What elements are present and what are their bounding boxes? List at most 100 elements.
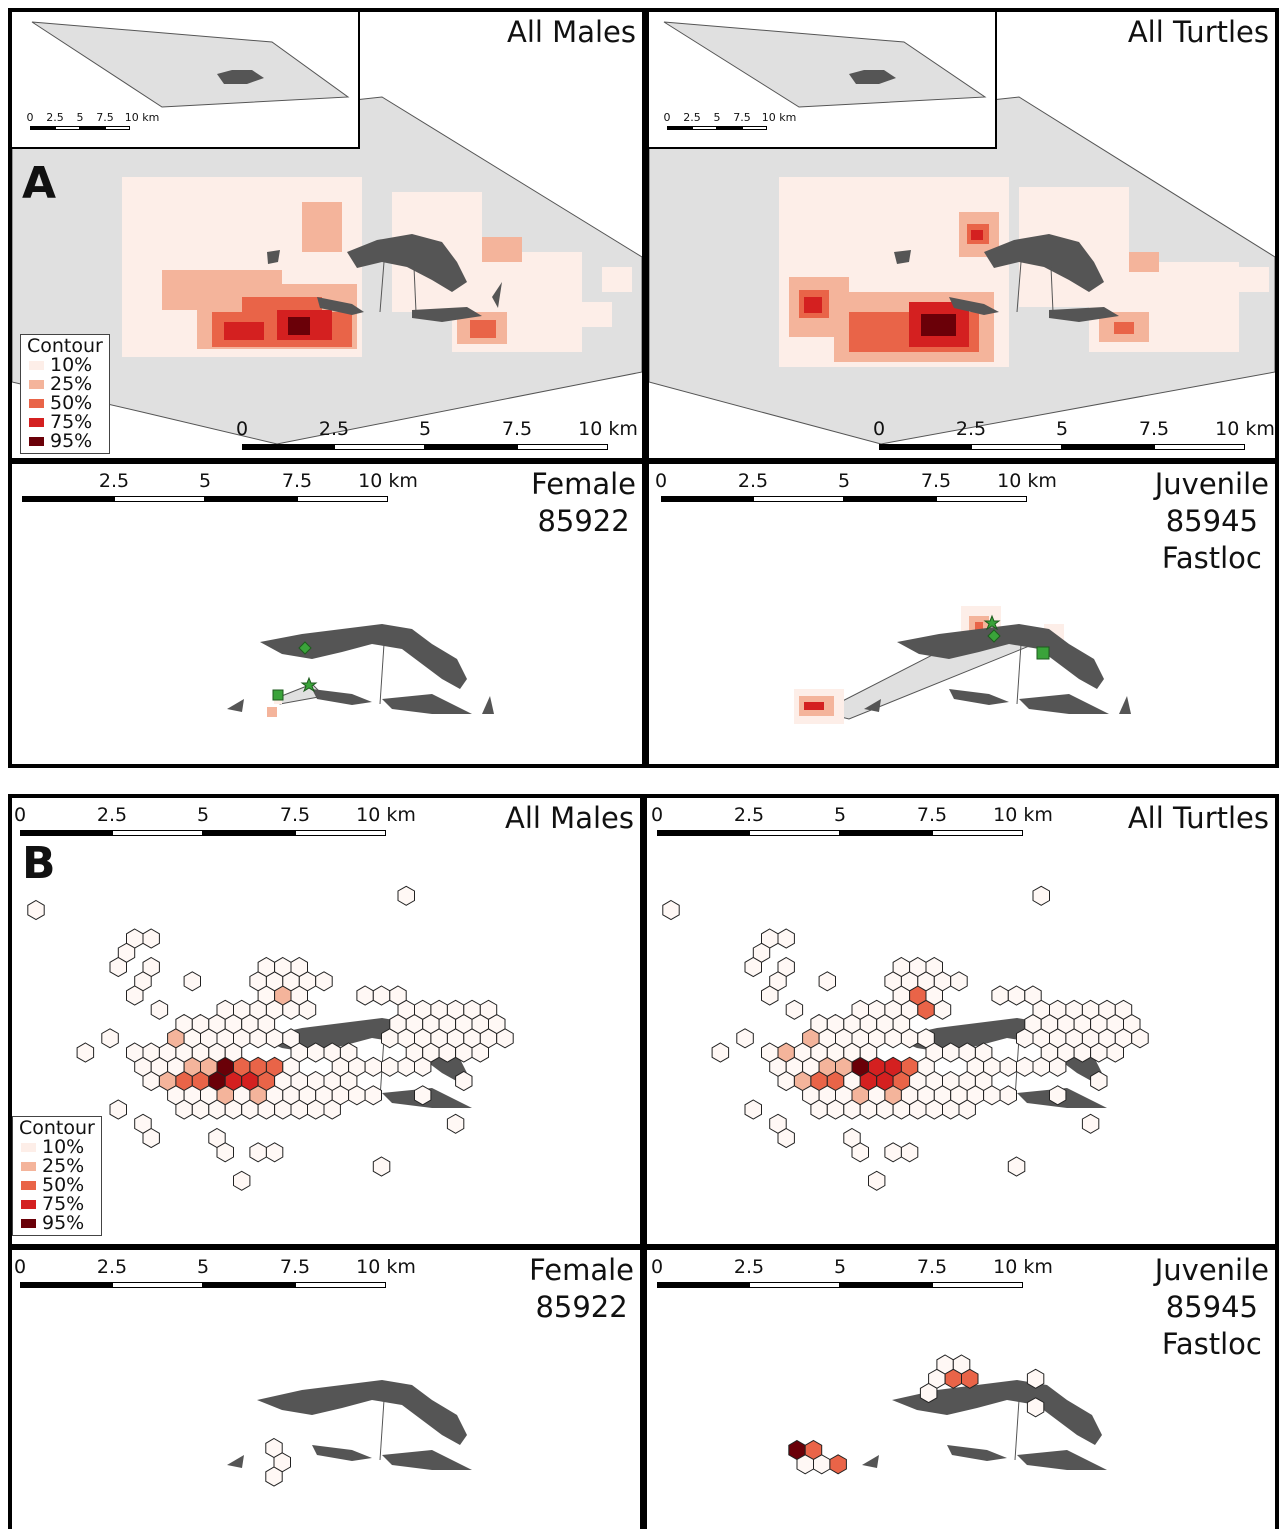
legend-label: 50% (50, 392, 93, 414)
hex-cell (917, 1028, 935, 1049)
diamond-marker (987, 629, 1001, 643)
hex-cell (958, 1042, 976, 1063)
hex-cell (307, 1042, 325, 1063)
hex-cell (76, 1042, 95, 1063)
hex-cell (892, 1099, 911, 1120)
legend-swatch (21, 1200, 36, 1209)
hex-cell (1049, 1085, 1067, 1106)
locator-inset: 0 2.5 5 7.5 10 km (649, 12, 997, 149)
inset-scale-label: 2.5 (683, 111, 701, 124)
scale-label: 2.5 (737, 470, 769, 492)
hex-cell (249, 1142, 267, 1163)
scale-label: 7.5 (1138, 418, 1170, 440)
scale-label: 5 (837, 470, 851, 492)
scale-label: 10 km (356, 804, 416, 826)
map-panel-a-all-males: 0 2.5 5 7.5 10 km All Males A Contour 10… (12, 12, 642, 458)
scale-label: 0 (13, 1256, 27, 1278)
scale-bar: 2.5 5 7.5 10 km (22, 468, 418, 508)
hex-cell (372, 985, 391, 1006)
hex-cell (826, 1013, 845, 1035)
scale-label: 10 km (1215, 418, 1275, 440)
hex-cell (126, 985, 144, 1006)
hexbin-layer (662, 885, 1149, 1191)
hex-cell (274, 956, 292, 978)
panel-title: All Turtles (1127, 801, 1269, 835)
panel-block-a: 0 2.5 5 7.5 10 km All Males A Contour 10… (8, 8, 1279, 768)
legend-label: 95% (50, 430, 93, 452)
hex-cell (999, 1085, 1017, 1106)
hex-cell (265, 1056, 284, 1077)
hex-cell (27, 899, 45, 921)
hex-cell (265, 1466, 283, 1487)
legend-label: 75% (50, 411, 93, 433)
map-panel-b-female: 0 2.5 5 7.5 10 km Female 85922 (12, 1250, 640, 1533)
legend-swatch (29, 418, 44, 427)
hex-cell (216, 1142, 234, 1163)
legend-swatch (29, 380, 44, 389)
hex-cell (884, 1056, 902, 1077)
scale-label: 10 km (997, 470, 1057, 492)
hex-cell (389, 985, 407, 1006)
hex-cell (257, 956, 276, 978)
hex-cell (323, 1099, 341, 1120)
scale-label: 0 (872, 418, 886, 440)
panel-title: Juvenile 85945 Fastloc (1154, 1253, 1269, 1361)
hex-cell (958, 1099, 976, 1120)
scale-label: 2.5 (318, 418, 350, 440)
hex-cell (348, 1085, 366, 1106)
hex-map-b-all-turtles (662, 885, 1149, 1191)
panel-block-b: 0 2.5 5 7.5 10 km All Males B Contour 10… (8, 794, 1279, 1533)
hex-cell (1016, 1056, 1034, 1077)
hex-cell (942, 1099, 960, 1120)
hex-cell (323, 1042, 341, 1063)
hex-cell (356, 985, 374, 1006)
scale-label: 5 (833, 804, 847, 826)
inset-scale-label: 5 (713, 111, 721, 124)
inset-scale-label: 10 km (761, 111, 797, 124)
hex-cell (290, 956, 308, 978)
hex-cell (1026, 1368, 1045, 1389)
hex-map-b-juvenile (788, 1354, 1107, 1475)
scale-label: 10 km (358, 470, 418, 492)
hexbin-layer (27, 885, 514, 1191)
legend-label: 50% (42, 1174, 85, 1196)
legend-label: 10% (50, 354, 93, 376)
hex-cell (233, 1170, 251, 1191)
hex-cell (463, 999, 481, 1020)
inset-scale-label: 5 (76, 111, 84, 124)
hex-cell (1007, 985, 1026, 1006)
hex-cell (257, 1099, 276, 1120)
panel-title: All Turtles (1127, 15, 1269, 49)
inset-scale-label: 10 km (124, 111, 160, 124)
hex-cell (282, 1028, 300, 1049)
hex-cell (1090, 1070, 1108, 1092)
legend-swatch (21, 1162, 36, 1171)
scale-label: 0 (650, 804, 664, 826)
location-markers (983, 614, 1050, 660)
hex-cell (777, 1127, 795, 1149)
hex-cell (142, 1042, 160, 1063)
hex-cell (662, 899, 680, 921)
inset-scale-label: 0 (663, 111, 671, 124)
hex-cell (397, 885, 415, 906)
legend-swatch (29, 361, 44, 370)
star-marker (983, 614, 1001, 631)
inset-map (31, 21, 350, 108)
hex-cell (876, 1099, 894, 1120)
hex-cell (216, 999, 234, 1020)
map-a-female (227, 624, 494, 717)
hex-cell (1065, 999, 1083, 1020)
hex-cell (851, 1142, 869, 1163)
map-panel-a-female: 2.5 5 7.5 10 km Female 85922 (12, 464, 642, 764)
legend-label: 75% (42, 1193, 85, 1215)
panel-title: Juvenile 85945 Fastloc (1154, 467, 1269, 575)
scale-label: 2.5 (96, 1256, 128, 1278)
hex-cell (339, 1042, 358, 1063)
map-a-all-turtles (649, 96, 1275, 445)
inset-scale-label: 2.5 (46, 111, 64, 124)
location-markers (272, 641, 318, 701)
hex-cell (761, 985, 779, 1006)
hex-cell (961, 1368, 979, 1389)
hex-cell (414, 1085, 432, 1106)
map-panel-a-all-turtles: 0 2.5 5 7.5 10 km All Turtles 0 2.5 5 7.… (649, 12, 1275, 458)
